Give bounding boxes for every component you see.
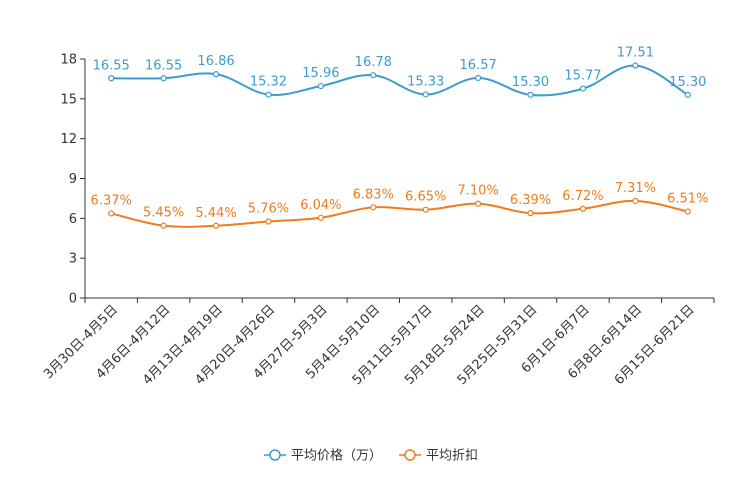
legend-item-1: 平均折扣 — [399, 449, 478, 464]
data-point — [317, 214, 324, 221]
data-label: 15.30 — [669, 75, 706, 90]
data-point — [370, 72, 377, 79]
data-point — [475, 200, 482, 207]
data-point — [370, 204, 377, 211]
y-tick-label: 3 — [69, 252, 77, 267]
data-label: 5.76% — [248, 202, 289, 217]
data-label: 7.31% — [615, 181, 656, 196]
series-line — [111, 64, 689, 97]
series-layer: 16.55 16.55 16.86 15.32 15.96 16.78 15.33 16.57… — [91, 46, 708, 229]
y-tick-label: 6 — [69, 212, 77, 227]
data-point — [475, 74, 482, 82]
data-point — [632, 62, 639, 69]
data-label: 16.55 — [145, 58, 182, 73]
series-1: 6.37% 5.45% 5.44% 5.76% 6.04% 6.83% 6.65% 7.10%… — [91, 181, 708, 229]
data-label: 5.44% — [195, 206, 236, 221]
legend-label: 平均价格（万） — [291, 448, 382, 464]
data-label: 17.51 — [617, 46, 654, 61]
data-label: 15.96 — [302, 66, 339, 81]
data-point — [684, 91, 691, 98]
legend-item-0: 平均价格（万） — [264, 448, 382, 464]
data-point — [212, 222, 220, 229]
data-point — [265, 218, 272, 225]
data-point — [108, 210, 115, 217]
data-label: 6.72% — [562, 189, 603, 204]
data-point — [160, 75, 167, 82]
data-label: 16.78 — [355, 55, 392, 70]
data-label: 5.45% — [143, 206, 184, 221]
data-point — [684, 208, 691, 215]
data-point — [160, 222, 167, 229]
data-point — [422, 91, 429, 98]
data-label: 6.04% — [300, 198, 341, 213]
data-point — [265, 91, 272, 98]
data-label: 6.51% — [667, 192, 708, 207]
legend-label: 平均折扣 — [426, 449, 478, 464]
data-label: 16.57 — [460, 58, 497, 73]
data-label: 15.77 — [564, 69, 601, 84]
legend-marker-icon — [404, 449, 416, 461]
data-point — [317, 82, 324, 90]
data-point — [527, 210, 534, 217]
data-label: 6.37% — [91, 193, 132, 208]
data-label: 6.39% — [510, 193, 551, 208]
data-label: 15.33 — [407, 74, 444, 89]
legend: 平均价格（万） 平均折扣 — [264, 448, 478, 464]
data-point — [527, 91, 534, 98]
legend-marker-icon — [269, 449, 281, 461]
y-tick-label: 9 — [69, 172, 77, 187]
data-point — [579, 205, 587, 212]
data-point — [212, 71, 220, 78]
data-label: 16.86 — [197, 54, 234, 69]
series-0: 16.55 16.55 16.86 15.32 15.96 16.78 15.33 16.57… — [93, 46, 706, 98]
data-label: 6.65% — [405, 190, 446, 205]
y-tick-label: 18 — [60, 53, 77, 68]
y-tick-label: 0 — [69, 292, 77, 307]
data-label: 16.55 — [93, 58, 130, 73]
y-tick-label: 15 — [60, 92, 77, 107]
data-point — [579, 85, 587, 92]
y-tick-label: 12 — [60, 132, 77, 147]
data-label: 6.83% — [353, 187, 394, 202]
data-label: 15.30 — [512, 75, 549, 90]
data-label: 15.32 — [250, 75, 287, 90]
data-point — [422, 206, 429, 213]
data-point — [108, 75, 115, 82]
series-line — [110, 199, 688, 228]
data-label: 7.10% — [457, 184, 498, 199]
data-point — [632, 197, 639, 205]
